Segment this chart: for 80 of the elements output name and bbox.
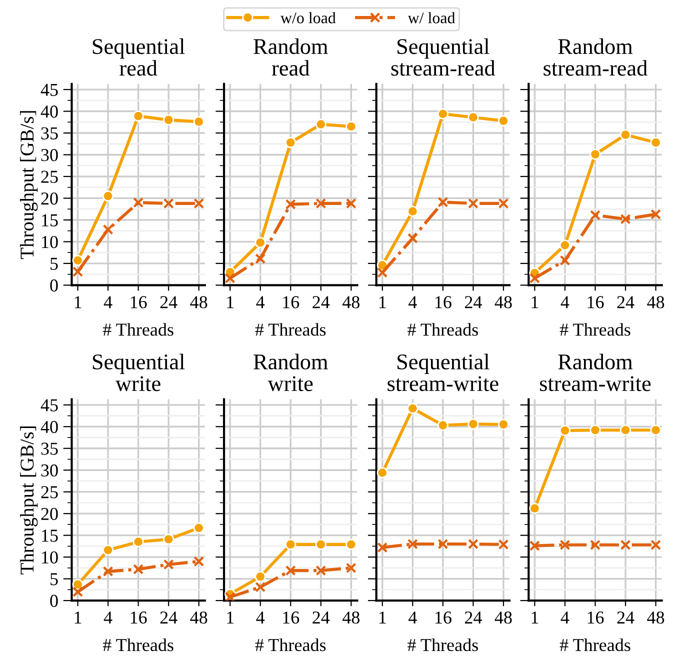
x-tick-label: 16 [588,296,604,308]
y-tick-label: 0 [50,279,58,292]
chart-title: Sequential read [92,38,185,76]
x-tick-label: 4 [256,612,265,624]
x-tick-label: 16 [435,296,452,308]
x-tick-label: 24 [160,612,178,624]
x-axis-title: # Threads [102,323,174,336]
x-tick-label: 24 [617,612,634,624]
x-axis-title: # Threads [408,638,478,652]
x-tick-label: 16 [130,612,147,624]
x-tick-label: 16 [283,612,300,624]
y-tick-label: 5 [50,573,58,586]
x-axis-title: # Threads [255,638,326,652]
x-tick-label: 1 [379,612,386,624]
chart-title: Random write [254,354,328,392]
chart-title: Random stream-write [540,354,651,392]
x-axis-title: # Threads [408,323,478,336]
y-tick-label: 10 [42,551,58,564]
x-tick-label: 24 [160,296,178,308]
y-axis-title: Throughput [GB/s] [20,111,38,259]
y-tick-label: 45 [40,399,58,412]
x-tick-label: 4 [560,612,570,624]
x-tick-label: 4 [560,296,570,308]
y-tick-label: 25 [41,170,58,183]
x-tick-label: 1 [74,296,82,308]
y-tick-label: 20 [41,508,58,520]
x-tick-label: 4 [256,296,265,308]
x-tick-label: 1 [227,296,234,308]
x-tick-label: 4 [104,612,112,624]
y-tick-label: 45 [40,84,58,96]
x-tick-label: 1 [532,612,538,624]
x-tick-label: 24 [312,612,330,624]
y-tick-label: 10 [42,236,58,248]
y-tick-label: 35 [41,442,58,455]
x-axis-title: # Threads [255,323,326,336]
x-axis-title: # Threads [560,638,630,652]
chart-title: Sequential stream-read [391,38,496,76]
x-tick-label: 4 [408,612,417,624]
x-tick-label: 1 [532,296,538,308]
x-tick-label: 1 [227,612,234,624]
y-tick-label: 35 [41,127,58,140]
chart-title: Sequential write [92,354,185,392]
x-tick-label: 16 [130,296,147,308]
y-tick-label: 30 [41,149,58,162]
x-tick-label: 48 [342,296,360,308]
chart-title: Sequential stream-write [388,354,498,392]
x-tick-label: 48 [647,611,664,624]
chart-title: Random stream-read [544,38,648,76]
chart-title: Random read [254,38,328,76]
legend-label: w/ load [408,12,456,24]
x-tick-label: 4 [408,296,417,308]
x-tick-label: 4 [104,296,112,308]
x-tick-label: 48 [647,296,664,308]
x-tick-label: 16 [435,612,452,624]
x-tick-label: 48 [190,611,208,624]
y-tick-label: 15 [42,530,58,542]
x-tick-label: 24 [464,612,482,624]
x-tick-label: 24 [312,296,330,308]
y-tick-label: 0 [50,594,58,607]
y-tick-label: 25 [41,486,58,498]
x-tick-label: 16 [588,612,604,624]
x-tick-label: 24 [464,296,482,308]
x-tick-label: 16 [283,296,300,308]
x-axis-title: # Threads [102,638,174,652]
y-tick-label: 40 [40,106,58,118]
x-tick-label: 48 [342,611,360,624]
x-axis-title: # Threads [560,323,630,336]
legend-label: w/o load [280,12,336,24]
x-tick-label: 48 [190,296,208,308]
x-tick-label: 1 [379,296,386,308]
y-tick-label: 20 [41,192,58,205]
y-tick-label: 5 [50,258,58,270]
x-tick-label: 48 [494,296,512,308]
x-tick-label: 48 [494,611,512,624]
x-tick-label: 1 [74,612,82,624]
y-tick-label: 40 [40,420,58,434]
y-tick-label: 30 [41,464,58,477]
x-tick-label: 24 [617,296,634,308]
y-tick-label: 15 [42,214,58,226]
y-axis-title: Throughput [GB/s] [20,426,38,574]
